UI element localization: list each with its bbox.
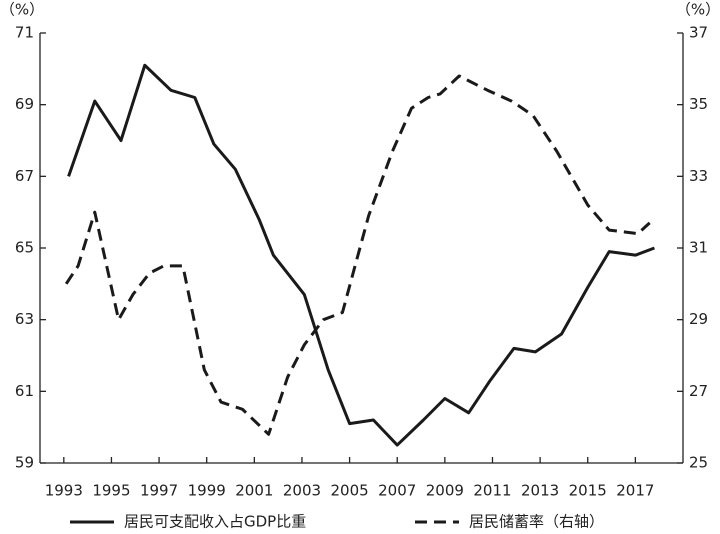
x-tick-label: 2011 (473, 482, 511, 500)
y2-tick-label: 25 (689, 454, 708, 472)
y-tick-label: 63 (15, 310, 34, 328)
x-tick-label: 2001 (235, 482, 273, 500)
y2-tick-label: 31 (689, 239, 708, 257)
series-line (64, 74, 651, 436)
x-tick-label: 1995 (92, 482, 130, 500)
y-tick-label: 67 (15, 167, 34, 185)
x-tick-label: 1999 (188, 482, 226, 500)
y-tick-label: 61 (15, 382, 34, 400)
y-tick-label: 59 (15, 454, 34, 472)
x-tick-label: 1993 (45, 482, 83, 500)
y2-tick-label: 35 (689, 95, 708, 113)
x-tick-label: 2009 (426, 482, 464, 500)
x-tick-label: 2015 (569, 482, 607, 500)
series-line (67, 63, 655, 447)
y2-tick-label: 27 (689, 382, 708, 400)
y2-tick-label: 37 (689, 24, 708, 42)
x-tick-label: 2007 (378, 482, 416, 500)
y-tick-label: 71 (15, 24, 34, 42)
legend-label: 居民储蓄率（右轴） (469, 513, 604, 531)
y2-tick-label: 29 (689, 310, 708, 328)
y-axis-label: （%） (0, 1, 44, 19)
x-tick-label: 2017 (616, 482, 654, 500)
y2-axis-label: （%） (676, 1, 720, 19)
y2-tick-label: 33 (689, 167, 708, 185)
x-tick-label: 2013 (521, 482, 559, 500)
y-tick-label: 65 (15, 239, 34, 257)
x-tick-label: 2005 (330, 482, 368, 500)
x-tick-label: 1997 (140, 482, 178, 500)
x-tick-label: 2003 (283, 482, 321, 500)
legend-label: 居民可支配收入占GDP比重 (124, 513, 306, 531)
y-tick-label: 69 (15, 95, 34, 113)
